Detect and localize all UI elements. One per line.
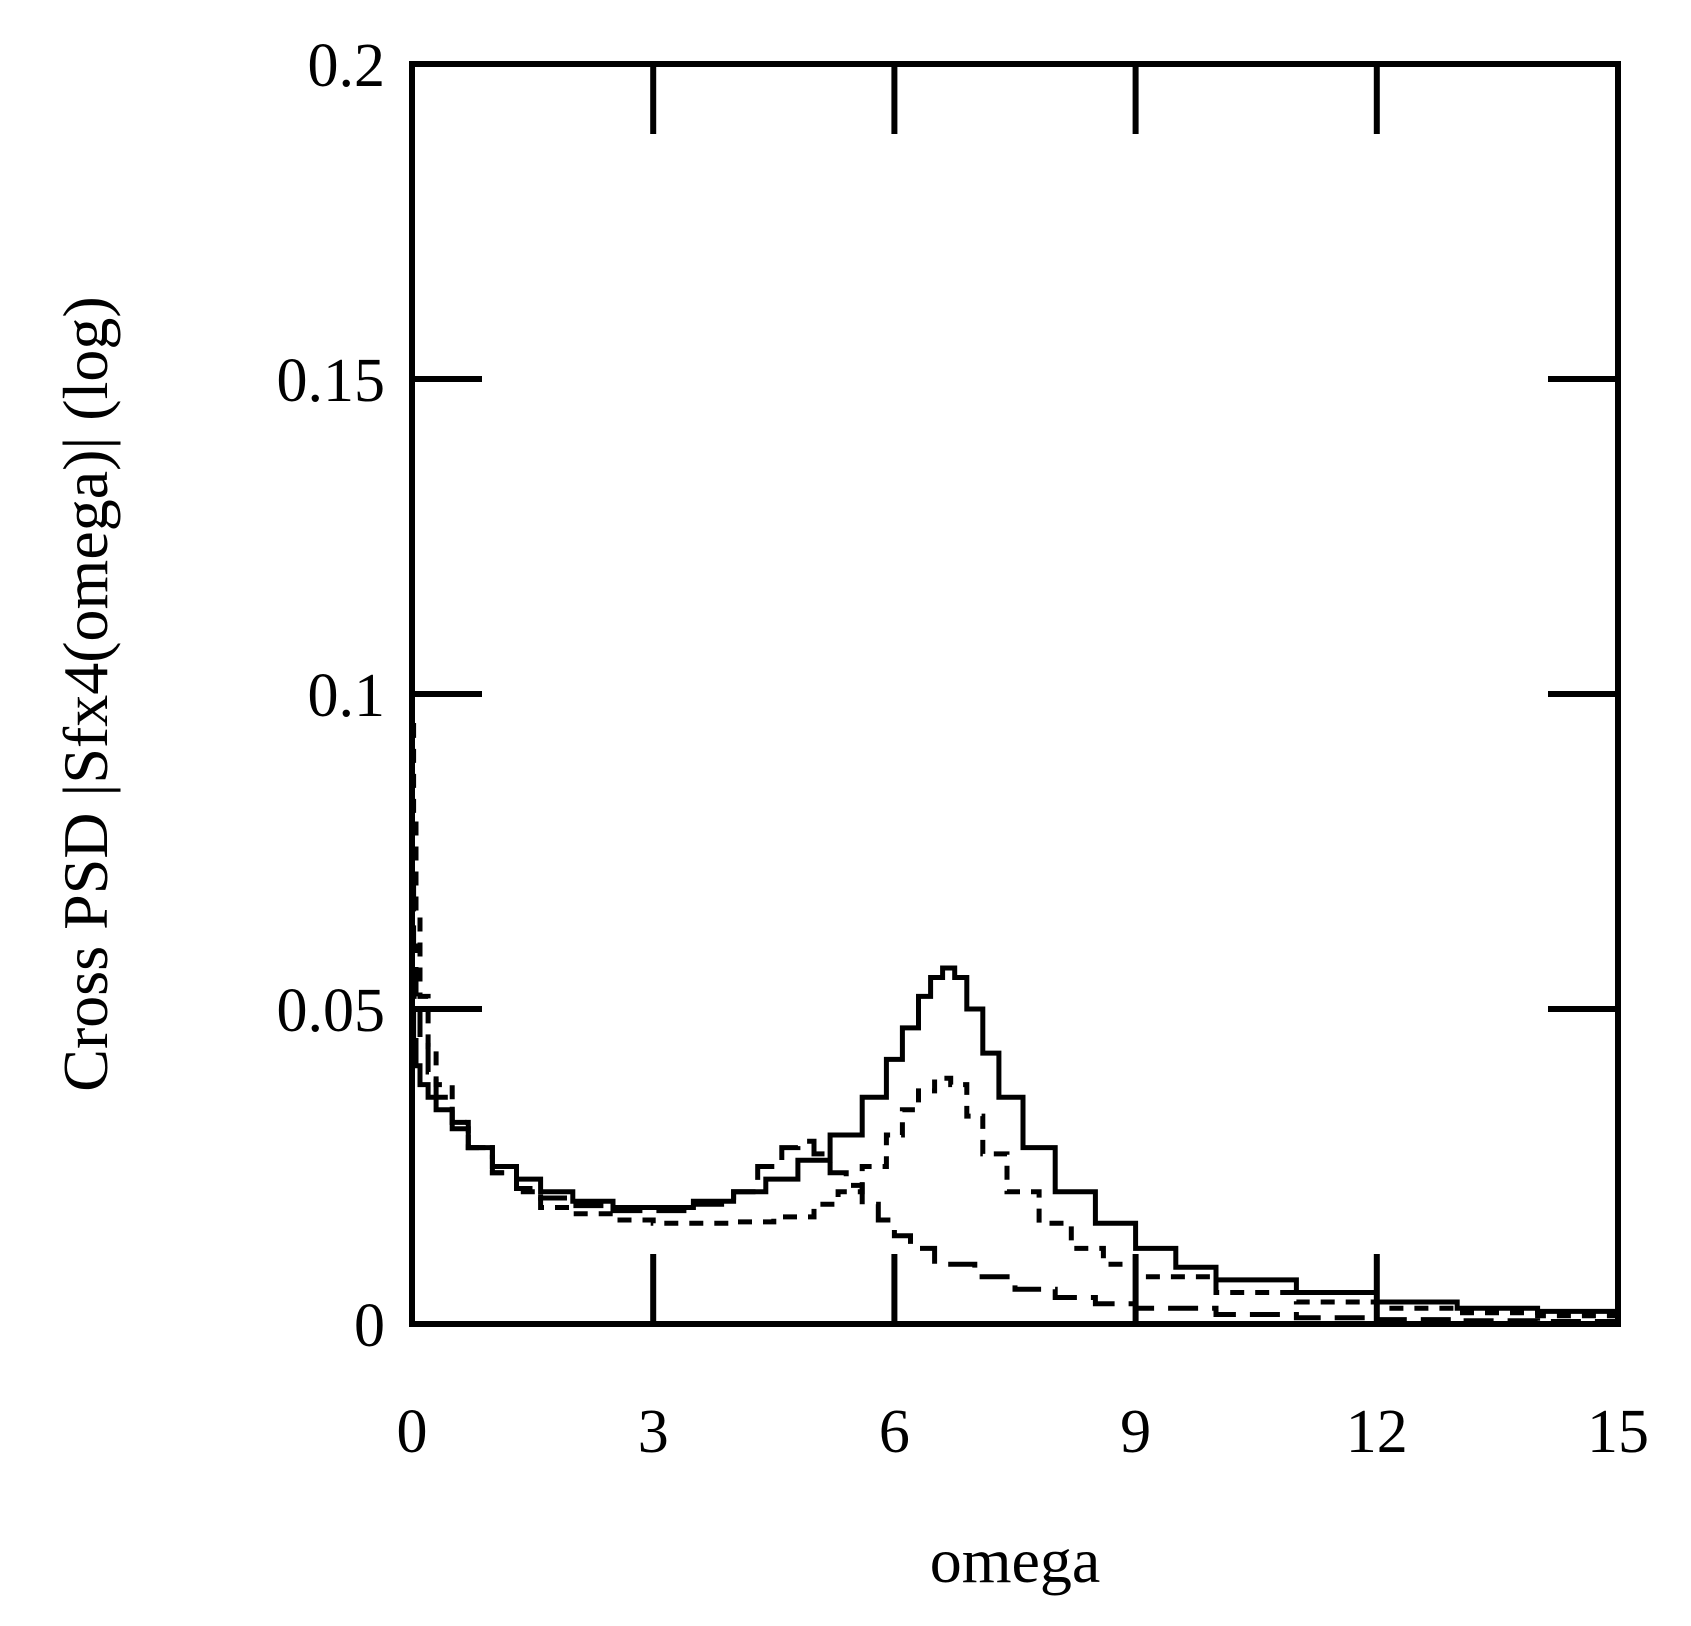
x-tick-label-3: 9 [1120,1398,1151,1466]
x-tick-label-4: 12 [1346,1398,1408,1466]
tick-labels: 0 3 6 9 12 15 0 0.05 0.1 0.15 0.2 [277,32,1650,1466]
y-tick-label-4: 0.2 [308,32,386,100]
plot-frame [409,61,1621,1327]
y-tick-label-2: 0.1 [308,662,386,730]
x-axis-label: omega [930,1525,1101,1596]
axis-ticks [412,64,1618,1324]
y-tick-label-0: 0 [354,1292,385,1360]
series-line-solid [411,965,1621,1315]
x-tick-label-0: 0 [397,1398,428,1466]
x-tick-label-1: 3 [638,1398,669,1466]
series-line-long-dashed [411,880,1621,1324]
x-tick-label-5: 15 [1587,1398,1649,1466]
y-tick-label-3: 0.15 [277,347,386,415]
series-line-short-dashed [411,723,1621,1319]
series-layer [411,723,1621,1324]
y-tick-label-1: 0.05 [277,977,386,1045]
y-axis-label: Cross PSD |Sfx4(omega)| (log) [50,296,121,1091]
x-tick-label-2: 6 [879,1398,910,1466]
